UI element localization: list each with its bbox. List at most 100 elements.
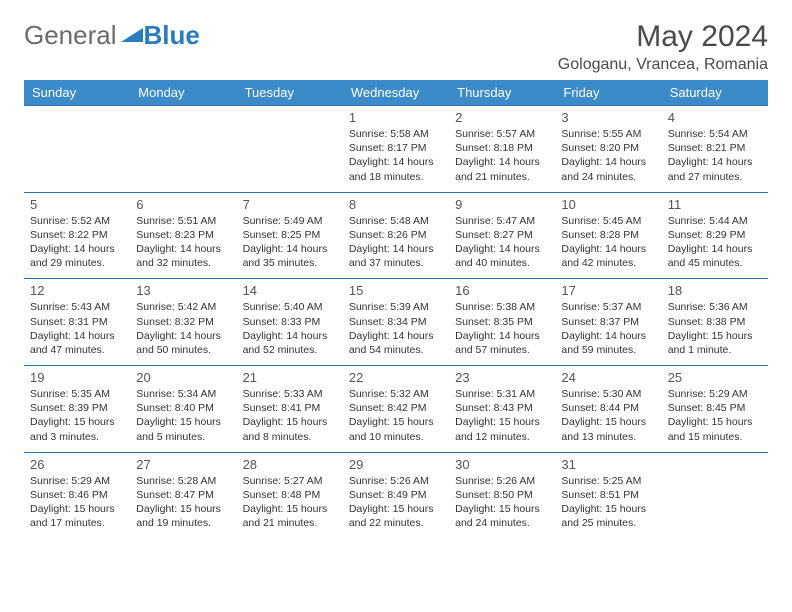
day-details: Sunrise: 5:32 AMSunset: 8:42 PMDaylight:… [349,387,443,444]
day-details: Sunrise: 5:34 AMSunset: 8:40 PMDaylight:… [136,387,230,444]
day-details: Sunrise: 5:36 AMSunset: 8:38 PMDaylight:… [668,300,762,357]
day-number: 27 [136,457,230,472]
calendar-day-cell: 7Sunrise: 5:49 AMSunset: 8:25 PMDaylight… [237,192,343,279]
day-number: 3 [561,110,655,125]
calendar-day-cell: 5 Sunrise: 5:52 AMSunset: 8:22 PMDaylight… [24,192,130,279]
calendar-week-row: 19Sunrise: 5:35 AMSunset: 8:39 PMDayligh… [24,366,768,453]
daylight-line: Daylight: 14 hours and 21 minutes. [455,155,549,183]
sunrise-line: Sunrise: 5:36 AM [668,300,762,314]
day-details: Sunrise: 5:42 AMSunset: 8:32 PMDaylight:… [136,300,230,357]
day-number: 28 [243,457,337,472]
daylight-line: Daylight: 15 hours and 17 minutes. [30,502,124,530]
sunrise-line: Sunrise: 5:55 AM [561,127,655,141]
day-number: 20 [136,370,230,385]
calendar-day-cell: 21Sunrise: 5:33 AMSunset: 8:41 PMDayligh… [237,366,343,453]
daylight-line: Daylight: 15 hours and 15 minutes. [668,415,762,443]
calendar-body: 1Sunrise: 5:58 AMSunset: 8:17 PMDaylight… [24,106,768,539]
sunrise-line: Sunrise: 5:45 AM [561,214,655,228]
sunset-line: Sunset: 8:26 PM [349,228,443,242]
sunset-line: Sunset: 8:50 PM [455,488,549,502]
sunset-line: Sunset: 8:40 PM [136,401,230,415]
day-details: Sunrise: 5:27 AMSunset: 8:48 PMDaylight:… [243,474,337,531]
sunset-line: Sunset: 8:28 PM [561,228,655,242]
day-number: 17 [561,283,655,298]
sunset-line: Sunset: 8:33 PM [243,315,337,329]
sunrise-line: Sunrise: 5:33 AM [243,387,337,401]
calendar-table: SundayMondayTuesdayWednesdayThursdayFrid… [24,80,768,538]
day-details: Sunrise: 5:40 AMSunset: 8:33 PMDaylight:… [243,300,337,357]
calendar-day-cell: 16Sunrise: 5:38 AMSunset: 8:35 PMDayligh… [449,279,555,366]
day-details: Sunrise: 5:39 AMSunset: 8:34 PMDaylight:… [349,300,443,357]
daylight-line: Daylight: 14 hours and 42 minutes. [561,242,655,270]
calendar-day-cell: 27Sunrise: 5:28 AMSunset: 8:47 PMDayligh… [130,452,236,538]
sunset-line: Sunset: 8:18 PM [455,141,549,155]
daylight-line: Daylight: 15 hours and 5 minutes. [136,415,230,443]
calendar-week-row: 26Sunrise: 5:29 AMSunset: 8:46 PMDayligh… [24,452,768,538]
daylight-line: Daylight: 14 hours and 24 minutes. [561,155,655,183]
calendar-day-cell: 19 Sunrise: 5:35 AMSunset: 8:39 PMDayligh… [24,366,130,453]
day-number: 4 [668,110,762,125]
weekday-header: Saturday [662,80,768,106]
daylight-line: Daylight: 14 hours and 29 minutes. [30,242,124,270]
daylight-line: Daylight: 15 hours and 12 minutes. [455,415,549,443]
sunrise-line: Sunrise: 5:51 AM [136,214,230,228]
daylight-line: Daylight: 15 hours and 25 minutes. [561,502,655,530]
sunrise-line: Sunrise: 5:29 AM [30,474,124,488]
sunrise-line: Sunrise: 5:31 AM [455,387,549,401]
sunset-line: Sunset: 8:38 PM [668,315,762,329]
sunset-line: Sunset: 8:43 PM [455,401,549,415]
sunset-line: Sunset: 8:47 PM [136,488,230,502]
location-text: Gologanu, Vrancea, Romania [558,56,768,74]
day-details: Sunrise: 5:52 AMSunset: 8:22 PMDaylight:… [30,214,124,271]
daylight-line: Daylight: 15 hours and 3 minutes. [30,415,124,443]
calendar-week-row: 1Sunrise: 5:58 AMSunset: 8:17 PMDaylight… [24,106,768,193]
sunrise-line: Sunrise: 5:48 AM [349,214,443,228]
day-number: 19 [30,370,124,385]
sunrise-line: Sunrise: 5:27 AM [243,474,337,488]
daylight-line: Daylight: 14 hours and 27 minutes. [668,155,762,183]
day-number: 18 [668,283,762,298]
sunset-line: Sunset: 8:35 PM [455,315,549,329]
calendar-day-cell: 28 Sunrise: 5:27 AMSunset: 8:48 PMDayligh… [237,452,343,538]
sunset-line: Sunset: 8:23 PM [136,228,230,242]
day-details: Sunrise: 5:45 AMSunset: 8:28 PMDaylight:… [561,214,655,271]
daylight-line: Daylight: 15 hours and 13 minutes. [561,415,655,443]
sunset-line: Sunset: 8:31 PM [30,315,124,329]
calendar-week-row: 12Sunrise: 5:43 AMSunset: 8:31 PMDayligh… [24,279,768,366]
day-number: 5 [30,197,124,212]
calendar-week-row: 5 Sunrise: 5:52 AMSunset: 8:22 PMDaylight… [24,192,768,279]
weekday-header: Thursday [449,80,555,106]
calendar-day-cell: 9Sunrise: 5:47 AMSunset: 8:27 PMDaylight… [449,192,555,279]
calendar-day-cell: 18 Sunrise: 5:36 AMSunset: 8:38 PMDayligh… [662,279,768,366]
sunrise-line: Sunrise: 5:35 AM [30,387,124,401]
calendar-day-cell: 4Sunrise: 5:54 AMSunset: 8:21 PMDaylight… [662,106,768,193]
sunrise-line: Sunrise: 5:54 AM [668,127,762,141]
calendar-day-cell [237,106,343,193]
calendar-day-cell: 25Sunrise: 5:29 AMSunset: 8:45 PMDayligh… [662,366,768,453]
day-number: 2 [455,110,549,125]
sunrise-line: Sunrise: 5:57 AM [455,127,549,141]
daylight-line: Daylight: 14 hours and 40 minutes. [455,242,549,270]
sunset-line: Sunset: 8:41 PM [243,401,337,415]
calendar-day-cell: 2 Sunrise: 5:57 AMSunset: 8:18 PMDaylight… [449,106,555,193]
calendar-day-cell: 8Sunrise: 5:48 AMSunset: 8:26 PMDaylight… [343,192,449,279]
daylight-line: Daylight: 15 hours and 24 minutes. [455,502,549,530]
daylight-line: Daylight: 14 hours and 47 minutes. [30,329,124,357]
sunset-line: Sunset: 8:22 PM [30,228,124,242]
sunrise-line: Sunrise: 5:25 AM [561,474,655,488]
header: General Blue May 2024 Gologanu, Vrancea,… [24,20,768,74]
sunset-line: Sunset: 8:39 PM [30,401,124,415]
day-details: Sunrise: 5:25 AMSunset: 8:51 PMDaylight:… [561,474,655,531]
day-number: 22 [349,370,443,385]
sunset-line: Sunset: 8:45 PM [668,401,762,415]
calendar-day-cell [24,106,130,193]
day-details: Sunrise: 5:58 AMSunset: 8:17 PMDaylight:… [349,127,443,184]
daylight-line: Daylight: 15 hours and 10 minutes. [349,415,443,443]
day-details: Sunrise: 5:29 AMSunset: 8:46 PMDaylight:… [30,474,124,531]
sunrise-line: Sunrise: 5:34 AM [136,387,230,401]
brand-logo: General Blue [24,20,200,51]
day-number: 14 [243,283,337,298]
daylight-line: Daylight: 14 hours and 59 minutes. [561,329,655,357]
calendar-day-cell: 20 Sunrise: 5:34 AMSunset: 8:40 PMDayligh… [130,366,236,453]
calendar-day-cell: 22 Sunrise: 5:32 AMSunset: 8:42 PMDayligh… [343,366,449,453]
